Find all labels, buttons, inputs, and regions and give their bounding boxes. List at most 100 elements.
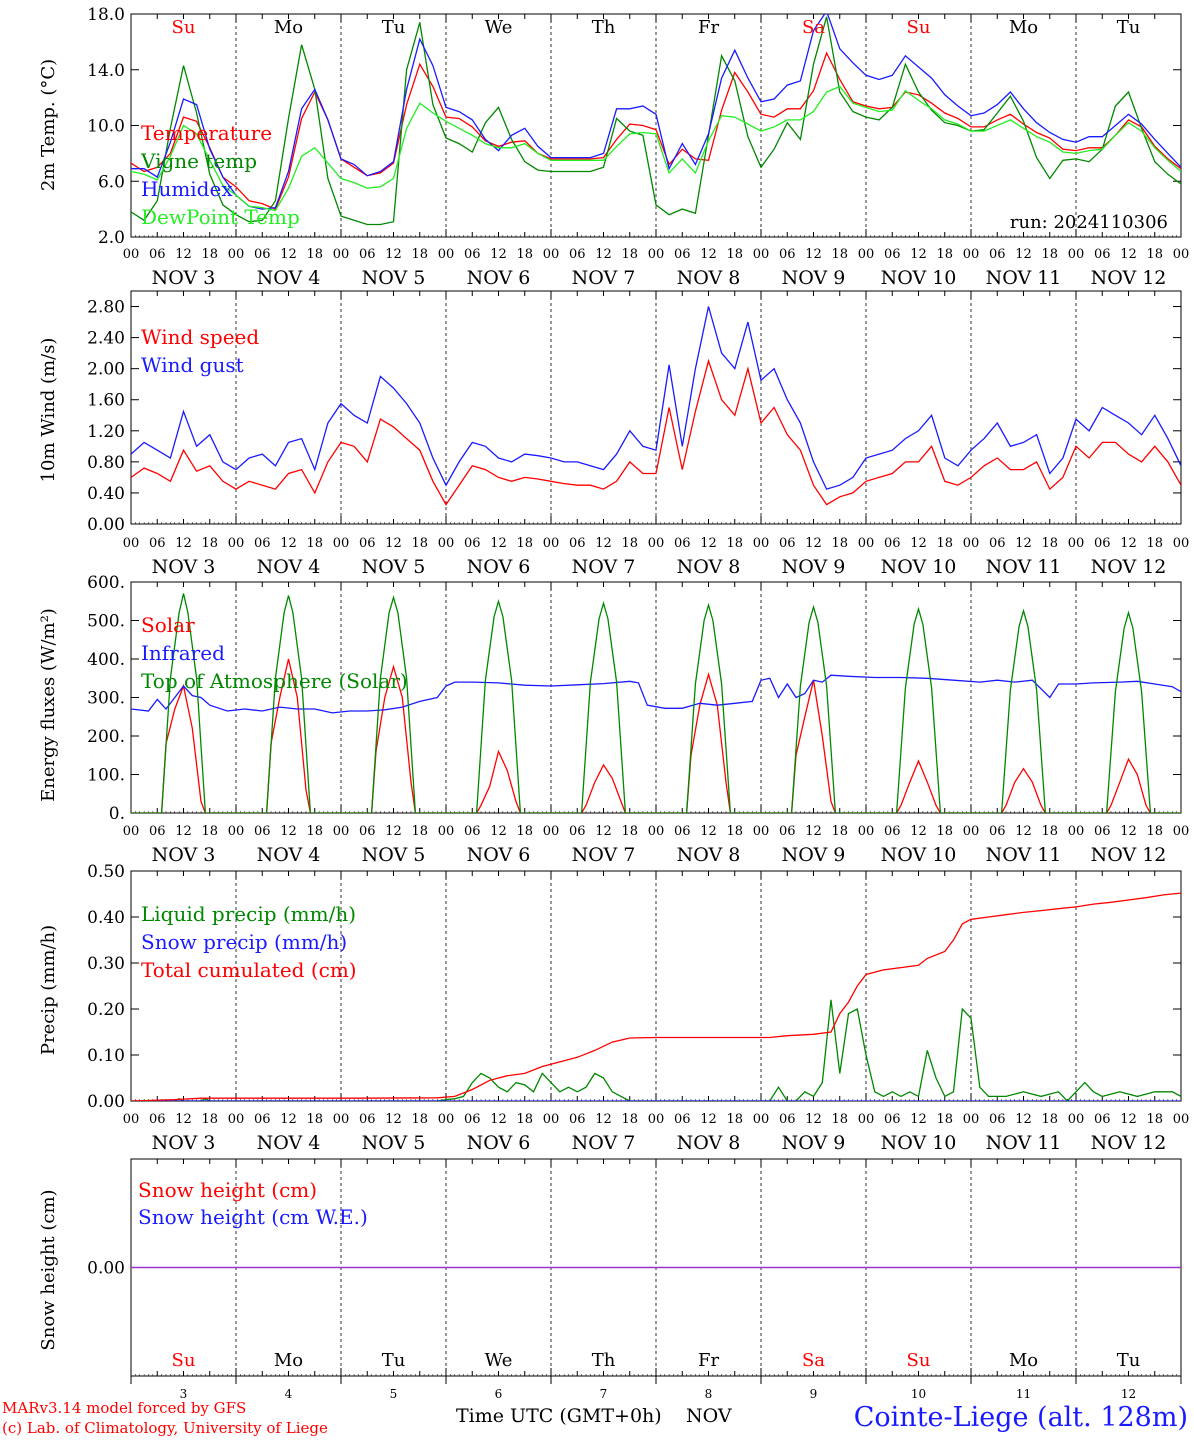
hour-tick-label: 12 xyxy=(1015,536,1032,551)
hour-tick-label: 00 xyxy=(648,536,665,551)
hour-tick-label: 06 xyxy=(1094,247,1111,262)
hour-tick-label: 00 xyxy=(1068,247,1085,262)
legend-infrared: Infrared xyxy=(141,641,225,665)
hour-tick-label: 18 xyxy=(516,1112,533,1127)
bottom-date-number: 7 xyxy=(600,1387,608,1401)
weekday-label: Tu xyxy=(1117,1350,1141,1371)
hour-tick-label: 12 xyxy=(1120,824,1137,839)
hour-tick-label: 06 xyxy=(779,1112,796,1127)
hour-tick-label: 18 xyxy=(306,536,323,551)
hour-tick-label: 00 xyxy=(858,824,875,839)
hour-tick-label: 06 xyxy=(569,247,586,262)
hour-tick-label: 06 xyxy=(464,824,481,839)
hour-tick-label: 12 xyxy=(910,247,927,262)
hour-tick-label: 12 xyxy=(175,247,192,262)
hour-tick-label: 18 xyxy=(201,247,218,262)
date-label: NOV 7 xyxy=(572,844,636,866)
weekday-label: Fr xyxy=(698,1350,719,1371)
legend-dewpoint-temp: DewPoint Temp xyxy=(141,205,300,229)
hour-tick-label: 00 xyxy=(753,824,770,839)
hour-tick-label: 18 xyxy=(516,247,533,262)
y-tick-label: 2.0 xyxy=(98,228,125,248)
date-label: NOV 7 xyxy=(572,1132,636,1154)
hour-tick-label: 12 xyxy=(910,1112,927,1127)
series-line-dewpoint-temp xyxy=(131,85,1181,212)
hour-tick-label: 12 xyxy=(280,536,297,551)
hour-tick-label: 00 xyxy=(963,1112,980,1127)
hour-tick-label: 00 xyxy=(438,824,455,839)
hour-tick-label: 18 xyxy=(621,247,638,262)
hour-tick-label: 18 xyxy=(1146,824,1163,839)
hour-tick-label: 18 xyxy=(411,536,428,551)
hour-tick-label: 12 xyxy=(910,536,927,551)
date-label: NOV 4 xyxy=(257,1132,321,1154)
hour-tick-label: 00 xyxy=(438,1112,455,1127)
hour-tick-label: 12 xyxy=(1120,247,1137,262)
hour-tick-label: 00 xyxy=(543,247,560,262)
hour-tick-label: 12 xyxy=(595,1112,612,1127)
legend-snow-precip-mm-h-: Snow precip (mm/h) xyxy=(141,930,347,954)
hour-tick-label: 00 xyxy=(1173,536,1190,551)
date-label: NOV 7 xyxy=(572,556,636,578)
hour-tick-label: 06 xyxy=(569,824,586,839)
hour-tick-label: 12 xyxy=(175,1112,192,1127)
weekday-label: Mo xyxy=(1009,1350,1038,1371)
hour-tick-label: 18 xyxy=(201,824,218,839)
hour-tick-label: 12 xyxy=(595,824,612,839)
hour-tick-label: 18 xyxy=(1041,536,1058,551)
legend-vigne-temp: Vigne temp xyxy=(140,149,257,173)
hour-tick-label: 00 xyxy=(438,536,455,551)
series-line-temperature xyxy=(131,51,1181,210)
weekday-label: Mo xyxy=(1009,17,1038,38)
hour-tick-label: 18 xyxy=(516,536,533,551)
y-tick-label: 2.40 xyxy=(87,329,125,349)
hour-tick-label: 18 xyxy=(726,247,743,262)
hour-tick-label: 12 xyxy=(595,247,612,262)
hour-tick-label: 18 xyxy=(411,247,428,262)
hour-tick-label: 06 xyxy=(464,536,481,551)
hour-tick-label: 00 xyxy=(123,1112,140,1127)
hour-tick-label: 00 xyxy=(753,536,770,551)
hour-tick-label: 12 xyxy=(175,536,192,551)
hour-tick-label: 06 xyxy=(674,824,691,839)
weekday-label: Su xyxy=(907,17,931,38)
hour-tick-label: 06 xyxy=(884,824,901,839)
hour-tick-label: 12 xyxy=(1015,247,1032,262)
hour-tick-label: 06 xyxy=(359,247,376,262)
hour-tick-label: 12 xyxy=(1015,1112,1032,1127)
hour-tick-label: 06 xyxy=(359,1112,376,1127)
station-title: Cointe-Liege (alt. 128m) xyxy=(853,1402,1188,1433)
hour-tick-label: 12 xyxy=(175,824,192,839)
y-tick-label: 200. xyxy=(87,727,125,747)
y-tick-label: 100. xyxy=(87,766,125,786)
hour-tick-label: 06 xyxy=(989,536,1006,551)
y-axis-title: 10m Wind (m/s) xyxy=(38,338,59,483)
hour-tick-label: 00 xyxy=(543,824,560,839)
hour-tick-label: 12 xyxy=(385,536,402,551)
chart-panel-3: 0. 100. 200. 300. 400. 500. 600. Energy fluxes … xyxy=(38,573,1189,866)
hour-tick-label: 00 xyxy=(123,536,140,551)
chart-panel-4: 0.00 0.10 0.20 0.30 0.40 0.50 Precip (mm/h) Liq… xyxy=(38,862,1189,1154)
y-tick-label: 0.80 xyxy=(87,453,125,473)
hour-tick-label: 18 xyxy=(306,824,323,839)
hour-tick-label: 18 xyxy=(411,1112,428,1127)
date-label: NOV 3 xyxy=(152,267,216,289)
date-label: NOV 12 xyxy=(1091,267,1167,289)
hour-tick-label: 06 xyxy=(149,247,166,262)
weekday-label: We xyxy=(485,1350,513,1371)
hour-tick-label: 00 xyxy=(1068,824,1085,839)
hour-tick-label: 18 xyxy=(1041,824,1058,839)
hour-tick-label: 12 xyxy=(700,247,717,262)
hour-tick-label: 00 xyxy=(963,824,980,839)
series-line-humidex xyxy=(131,14,1181,210)
date-label: NOV 10 xyxy=(881,267,957,289)
date-label: NOV 10 xyxy=(881,844,957,866)
y-tick-label: 0.20 xyxy=(87,1000,125,1020)
legend-humidex: Humidex xyxy=(141,177,233,201)
hour-tick-label: 06 xyxy=(884,247,901,262)
hour-tick-label: 12 xyxy=(1015,824,1032,839)
date-label: NOV 12 xyxy=(1091,1132,1167,1154)
bottom-date-number: 9 xyxy=(810,1387,818,1401)
date-label: NOV 8 xyxy=(677,1132,741,1154)
date-label: NOV 3 xyxy=(152,844,216,866)
